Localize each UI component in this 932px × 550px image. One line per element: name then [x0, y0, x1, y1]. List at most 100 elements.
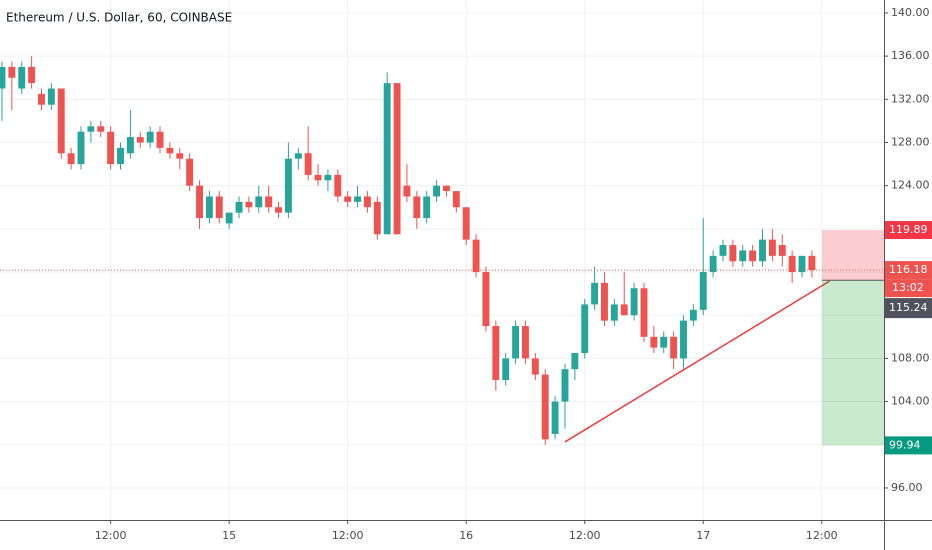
candle-body — [77, 131, 85, 165]
price-label-bg — [885, 298, 932, 319]
candle-body — [383, 83, 391, 235]
candle-body — [531, 358, 539, 375]
x-tick-label: 16 — [459, 529, 473, 542]
candle-body — [87, 126, 95, 132]
y-tick-label: 96.00 — [891, 481, 923, 494]
candle-body — [680, 320, 687, 359]
candle-body — [433, 185, 441, 197]
candle-body — [314, 174, 322, 181]
price-label-bg — [885, 261, 932, 280]
price-label: 115.24 — [889, 301, 928, 314]
candle-body — [136, 137, 144, 143]
candle-body — [699, 272, 707, 310]
countdown: 13:02 — [892, 281, 924, 294]
axes: 96.00100.00104.00108.00112.00116.00120.0… — [95, 6, 932, 542]
y-tick-label: 140.00 — [891, 6, 930, 19]
candle-body — [442, 185, 450, 192]
candle-body — [373, 201, 381, 235]
candle-body — [146, 131, 154, 143]
candle-body — [709, 255, 717, 273]
candle-body — [482, 272, 490, 327]
stop-zone — [822, 230, 884, 281]
candle-body — [215, 196, 223, 219]
candle-body — [304, 153, 312, 175]
candle-body — [107, 131, 115, 165]
candle-body — [512, 326, 520, 359]
x-tick-label: 12:00 — [569, 529, 601, 542]
candle-body — [630, 288, 638, 316]
candle-body — [18, 66, 26, 89]
candle-body — [689, 309, 697, 321]
candle-body — [610, 304, 618, 321]
y-tick-label: 108.00 — [891, 351, 930, 364]
candle-body — [640, 288, 648, 337]
x-tick-label: 15 — [222, 529, 236, 542]
candle-body — [255, 196, 263, 208]
candle-body — [196, 185, 203, 219]
candle-body — [541, 374, 549, 440]
candle-body — [47, 88, 55, 105]
candle-body — [284, 158, 292, 213]
candle-body — [522, 326, 529, 359]
y-tick-label: 124.00 — [891, 179, 930, 192]
candle-body — [265, 196, 273, 208]
price-label: 119.89 — [889, 223, 928, 236]
candle-body — [660, 336, 668, 348]
price-label-bg — [885, 221, 932, 240]
candle-body — [729, 245, 737, 262]
candle-body — [97, 126, 105, 132]
candle-body — [719, 245, 727, 256]
candle-body — [492, 326, 500, 380]
candle-body — [739, 250, 747, 262]
y-tick-label: 104.00 — [891, 395, 930, 408]
x-tick-label: 12:00 — [332, 529, 364, 542]
candle-body — [38, 93, 45, 105]
x-tick-label: 12:00 — [95, 529, 127, 542]
trendline — [564, 280, 831, 443]
candle-body — [561, 369, 569, 402]
candle-body — [117, 147, 124, 165]
target-zone — [822, 280, 884, 446]
price-label: 116.18 — [889, 263, 928, 276]
candle-body — [601, 282, 608, 321]
candle-body — [452, 191, 460, 208]
candle-body — [235, 201, 243, 213]
candle-body — [245, 201, 253, 208]
candle-body — [620, 304, 628, 316]
candle-body — [205, 196, 213, 219]
candle-body — [571, 352, 579, 370]
candle-body — [126, 137, 134, 154]
candle-body — [57, 88, 65, 154]
candle-body — [551, 401, 559, 434]
candle-body — [788, 255, 796, 273]
candle-body — [798, 255, 806, 273]
price-label: 99.94 — [889, 438, 921, 451]
candle-body — [324, 174, 332, 181]
x-tick-label: 17 — [696, 529, 710, 542]
candle-body — [166, 147, 174, 154]
candle-body — [354, 196, 362, 202]
candle-body — [472, 239, 480, 273]
candle-body — [363, 196, 371, 208]
candle-body — [502, 358, 510, 380]
marks — [0, 56, 816, 445]
chart-title: Ethereum / U.S. Dollar, 60, COINBASE — [6, 11, 232, 25]
candle-body — [403, 185, 411, 197]
candle-body — [225, 212, 233, 224]
countdown-bg — [885, 279, 932, 298]
x-tick-label: 12:00 — [806, 529, 838, 542]
y-tick-label: 128.00 — [891, 135, 930, 148]
candle-body — [670, 336, 678, 359]
y-tick-label: 132.00 — [891, 92, 930, 105]
candle-body — [462, 207, 470, 240]
price-label-bg — [885, 436, 932, 455]
candle-body — [423, 196, 431, 219]
candle-body — [749, 250, 757, 262]
candle-body — [808, 255, 816, 271]
candle-body — [28, 66, 36, 84]
candle-body — [186, 158, 194, 186]
candle-body — [67, 153, 75, 165]
candle-body — [768, 239, 776, 256]
candle-body — [650, 336, 658, 348]
candle-body — [344, 196, 352, 202]
